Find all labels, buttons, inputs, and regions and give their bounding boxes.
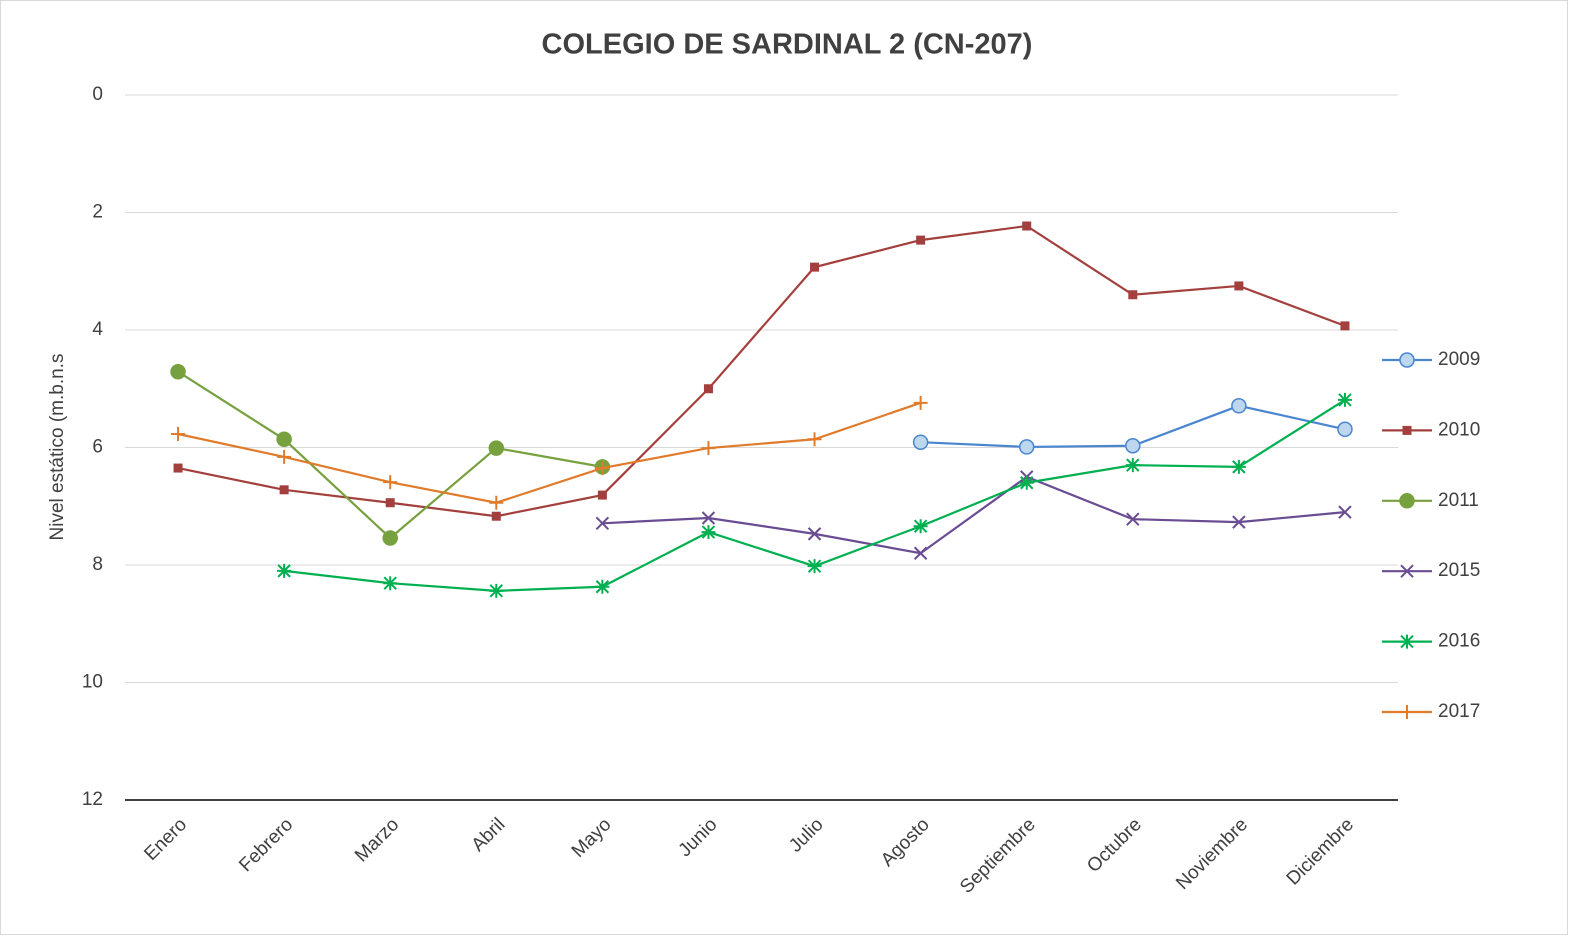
marker xyxy=(489,583,504,598)
marker xyxy=(1400,564,1414,578)
marker xyxy=(595,579,610,594)
marker xyxy=(1234,281,1244,291)
series-line xyxy=(177,401,921,504)
marker xyxy=(701,525,716,540)
marker xyxy=(171,426,186,441)
series-line xyxy=(602,475,1346,555)
y-tick-label: 8 xyxy=(92,554,103,575)
marker xyxy=(912,434,929,450)
marker xyxy=(701,511,716,525)
marker xyxy=(913,519,928,534)
y-tick-label: 2 xyxy=(92,202,103,223)
marker xyxy=(1337,421,1353,438)
marker xyxy=(385,498,395,508)
marker xyxy=(1231,398,1247,414)
y-tick-label: 12 xyxy=(82,789,103,810)
chart-title: COLEGIO DE SARDINAL 2 (CN-207) xyxy=(542,29,1033,61)
marker xyxy=(383,576,398,591)
marker xyxy=(1126,512,1140,526)
marker xyxy=(277,563,292,578)
legend-label: 2010 xyxy=(1438,419,1480,440)
marker xyxy=(595,461,610,476)
marker xyxy=(916,235,926,245)
legend-label: 2017 xyxy=(1438,701,1480,722)
marker xyxy=(595,516,610,530)
series-line xyxy=(177,224,1346,518)
marker xyxy=(1018,439,1035,455)
marker xyxy=(810,262,820,272)
marker xyxy=(807,527,822,541)
marker xyxy=(1338,505,1352,519)
marker xyxy=(913,546,928,560)
marker xyxy=(807,559,822,574)
marker xyxy=(1340,321,1350,331)
marker xyxy=(173,463,183,473)
marker xyxy=(1019,475,1034,490)
legend-label: 2016 xyxy=(1438,631,1480,652)
marker xyxy=(1402,425,1412,435)
marker xyxy=(1125,437,1141,454)
legend-label: 2009 xyxy=(1438,349,1480,370)
marker xyxy=(1022,221,1032,231)
marker xyxy=(488,440,505,456)
marker xyxy=(913,395,928,410)
legend-label: 2015 xyxy=(1438,560,1480,581)
y-tick-label: 4 xyxy=(92,319,103,340)
marker xyxy=(1400,705,1414,719)
marker xyxy=(491,511,501,521)
marker xyxy=(1125,458,1140,473)
y-tick-label: 0 xyxy=(92,84,103,105)
marker xyxy=(279,485,289,495)
marker xyxy=(276,431,292,448)
y-tick-label: 6 xyxy=(92,437,103,458)
marker xyxy=(382,530,398,546)
marker xyxy=(1128,290,1138,300)
marker xyxy=(1399,352,1415,368)
marker xyxy=(277,449,292,464)
y-axis-label: Nivel estático (m.b.n.s xyxy=(47,354,68,541)
marker xyxy=(701,441,716,456)
marker xyxy=(807,432,822,447)
legend-label: 2011 xyxy=(1438,490,1479,511)
marker xyxy=(170,363,186,380)
marker xyxy=(703,384,713,394)
marker xyxy=(597,490,607,500)
y-tick-label: 10 xyxy=(82,672,103,693)
marker xyxy=(489,495,504,510)
marker xyxy=(383,475,398,490)
marker xyxy=(1399,493,1415,509)
marker xyxy=(1400,634,1414,649)
marker xyxy=(1231,459,1246,474)
marker xyxy=(1337,392,1352,407)
marker xyxy=(1232,515,1246,529)
